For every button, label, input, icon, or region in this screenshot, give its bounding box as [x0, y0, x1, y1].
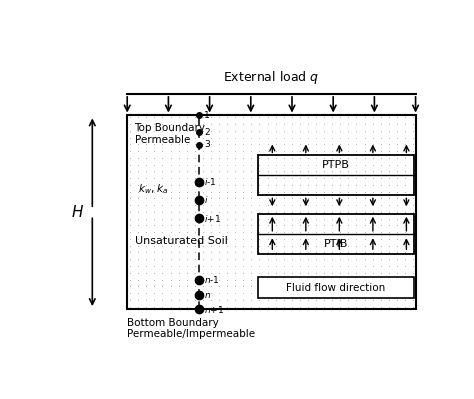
Text: 1: 1 [204, 111, 210, 120]
Bar [258, 214, 414, 254]
Text: Bottom Boundary: Bottom Boundary [127, 318, 219, 328]
Text: $n$+1: $n$+1 [204, 304, 224, 314]
Text: $i$: $i$ [204, 194, 209, 205]
Text: $n$-1: $n$-1 [204, 275, 220, 285]
Text: 2: 2 [204, 128, 210, 137]
Text: External load $q$: External load $q$ [223, 69, 319, 85]
Text: $H$: $H$ [71, 204, 84, 220]
Text: $i$-1: $i$-1 [204, 176, 217, 187]
Text: $k_{w}$, $k_{a}$: $k_{w}$, $k_{a}$ [138, 182, 169, 196]
Text: 3: 3 [204, 140, 210, 149]
Bar [127, 115, 416, 309]
Text: Permeable/Impermeable: Permeable/Impermeable [127, 329, 255, 339]
Text: Permeable: Permeable [135, 135, 190, 146]
Text: Unsaturated Soil: Unsaturated Soil [135, 237, 228, 247]
Text: $n$: $n$ [204, 291, 211, 300]
Bar [258, 277, 414, 298]
Text: $i$+1: $i$+1 [204, 213, 221, 224]
Text: PTIB: PTIB [323, 239, 348, 249]
Text: Fluid flow direction: Fluid flow direction [286, 282, 385, 292]
Text: PTPB: PTPB [322, 160, 350, 170]
Bar [258, 156, 414, 196]
Text: Top Boundary: Top Boundary [135, 123, 206, 133]
